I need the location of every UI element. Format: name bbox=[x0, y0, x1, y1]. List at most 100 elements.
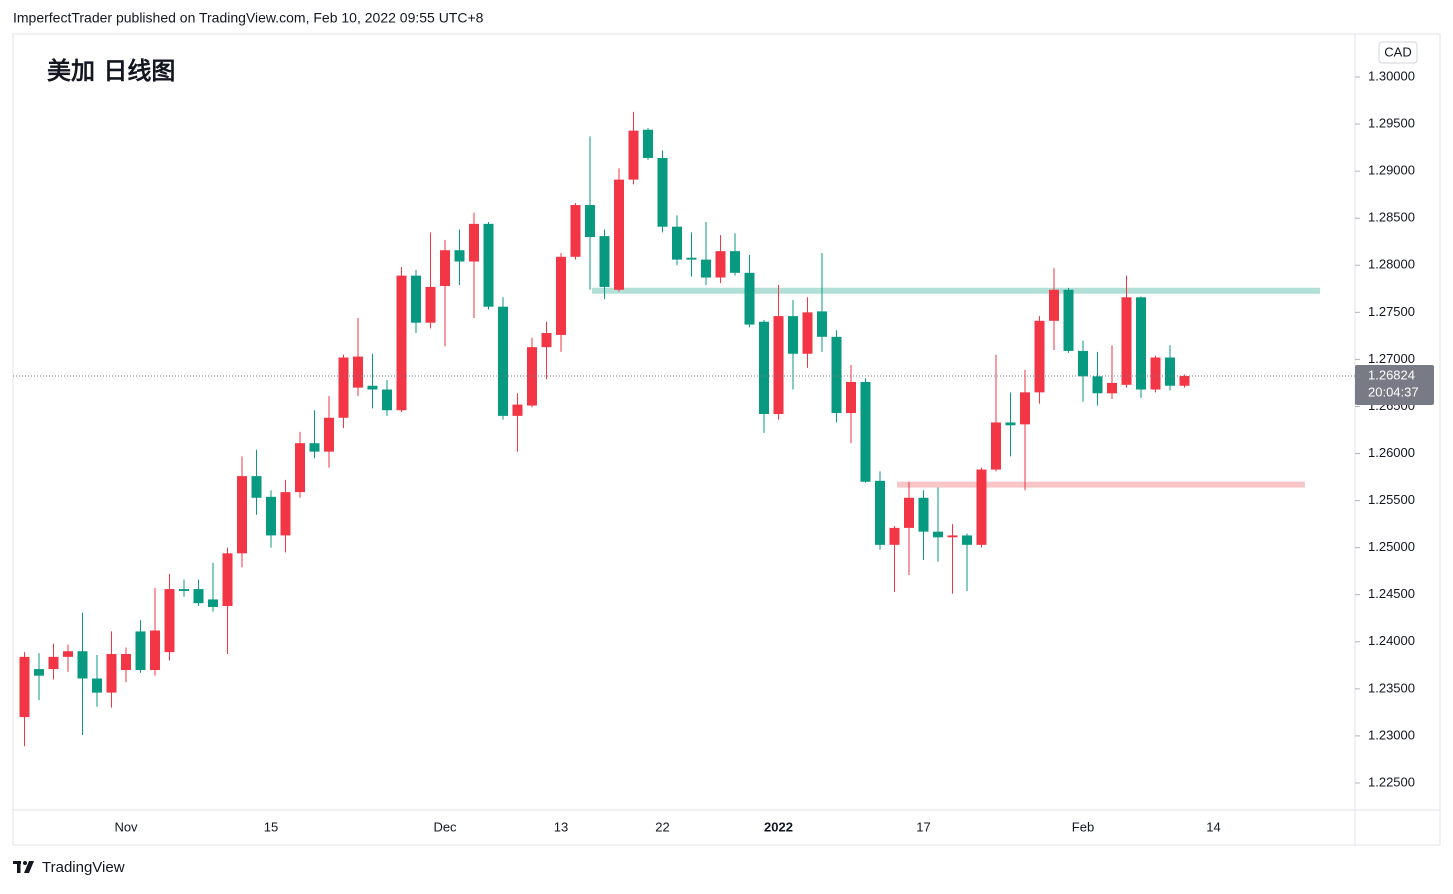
candle-body bbox=[106, 654, 117, 693]
candle-body bbox=[570, 205, 581, 257]
brand: TradingView bbox=[42, 859, 125, 876]
candle-body bbox=[788, 316, 798, 354]
candle-body bbox=[280, 492, 291, 536]
candle-body bbox=[411, 275, 421, 323]
x-tick-label: 22 bbox=[655, 819, 669, 834]
candle-body bbox=[309, 443, 320, 452]
y-tick-label: 1.24500 bbox=[1368, 586, 1415, 601]
candle-body bbox=[759, 321, 769, 414]
candle-body bbox=[1092, 376, 1103, 394]
candle-body bbox=[556, 256, 566, 335]
candle-body bbox=[889, 527, 900, 545]
candle-body bbox=[1179, 375, 1190, 386]
y-tick-label: 1.29500 bbox=[1368, 116, 1415, 131]
y-tick-label: 1.23500 bbox=[1368, 680, 1415, 695]
candle-body bbox=[802, 312, 813, 354]
logo-part bbox=[24, 861, 34, 873]
candle-body bbox=[686, 257, 697, 260]
candle-body bbox=[976, 469, 987, 545]
y-tick-label: 1.22500 bbox=[1368, 774, 1415, 789]
candle-body bbox=[77, 651, 88, 679]
candle-body bbox=[1136, 297, 1146, 390]
candle-body bbox=[1078, 350, 1088, 377]
candle-body bbox=[367, 385, 378, 390]
candle-body bbox=[1063, 289, 1074, 351]
candle-body bbox=[817, 311, 827, 337]
candle-body bbox=[483, 223, 494, 307]
candle-body bbox=[150, 630, 160, 671]
candle-body bbox=[121, 654, 131, 671]
candle-body bbox=[715, 251, 726, 278]
candle-body bbox=[1150, 357, 1161, 390]
candle-body bbox=[1020, 392, 1030, 425]
candle-body bbox=[1034, 320, 1045, 393]
x-tick-label: Nov bbox=[114, 819, 138, 834]
candle-body bbox=[860, 381, 871, 482]
candle-body bbox=[628, 130, 639, 180]
candle-body bbox=[904, 497, 914, 528]
candle-body bbox=[918, 497, 929, 532]
candle-body bbox=[382, 389, 392, 411]
candle-body bbox=[585, 205, 595, 238]
candle-body bbox=[512, 404, 523, 416]
candle-body bbox=[672, 226, 682, 260]
candle-body bbox=[730, 251, 740, 273]
x-tick-label: 13 bbox=[554, 819, 568, 834]
y-tick-label: 1.27500 bbox=[1368, 304, 1415, 319]
y-tick-label: 1.29000 bbox=[1368, 163, 1415, 178]
y-tick-label: 1.25500 bbox=[1368, 492, 1415, 507]
y-tick-label: 1.30000 bbox=[1368, 68, 1415, 83]
candle-body bbox=[251, 476, 262, 498]
candle-body bbox=[469, 223, 479, 262]
candle-body bbox=[222, 553, 233, 607]
logo-part bbox=[17, 861, 21, 873]
x-tick-label: 15 bbox=[264, 819, 278, 834]
candle-body bbox=[643, 129, 653, 158]
candle-body bbox=[1121, 297, 1132, 385]
candle-body bbox=[396, 275, 407, 411]
currency-box bbox=[1378, 41, 1418, 64]
candle-body bbox=[63, 651, 73, 657]
logo-part bbox=[23, 861, 27, 865]
candle-body bbox=[164, 589, 175, 653]
countdown: 20:04:37 bbox=[1368, 384, 1419, 399]
currency: CAD bbox=[1384, 44, 1411, 59]
candle-body bbox=[338, 357, 349, 418]
candle-body bbox=[92, 678, 102, 693]
candle-body bbox=[498, 306, 508, 416]
y-tick-label: 1.24000 bbox=[1368, 633, 1415, 648]
candle-body bbox=[599, 236, 610, 287]
candle-body bbox=[1005, 422, 1016, 426]
candle-body bbox=[237, 476, 247, 554]
candle-body bbox=[135, 631, 146, 671]
plot: 1.22500 1.23000 1.23500 1.24000 1.24500 1.250… bbox=[13, 68, 1434, 834]
last-price-label: 1.26824 bbox=[1368, 367, 1415, 382]
candle-body bbox=[179, 589, 189, 591]
candle-body bbox=[324, 417, 334, 452]
candle-body bbox=[34, 669, 44, 676]
candle-body bbox=[947, 535, 958, 538]
y-tick-label: 1.28500 bbox=[1368, 210, 1415, 225]
y-tick-label: 1.26000 bbox=[1368, 445, 1415, 460]
candle-body bbox=[773, 316, 784, 414]
candle-body bbox=[875, 480, 885, 545]
candle-body bbox=[208, 599, 218, 607]
brand-logo bbox=[13, 861, 34, 873]
y-tick-label: 1.28000 bbox=[1368, 257, 1415, 272]
x-tick-label: 14 bbox=[1206, 819, 1220, 834]
candle-body bbox=[454, 250, 465, 262]
candle-body bbox=[831, 336, 842, 414]
candle-body bbox=[657, 157, 668, 227]
last-price-tag bbox=[1355, 364, 1434, 405]
x-tick-label: Feb bbox=[1072, 819, 1094, 834]
candle-body bbox=[701, 259, 711, 278]
frame bbox=[12, 33, 1441, 846]
x-tick-label: 17 bbox=[916, 819, 930, 834]
candle-body bbox=[48, 656, 59, 670]
candle-body bbox=[425, 286, 436, 323]
candle-body bbox=[353, 356, 363, 388]
candle-body bbox=[614, 179, 624, 290]
y-tick-label: 1.27000 bbox=[1368, 351, 1415, 366]
